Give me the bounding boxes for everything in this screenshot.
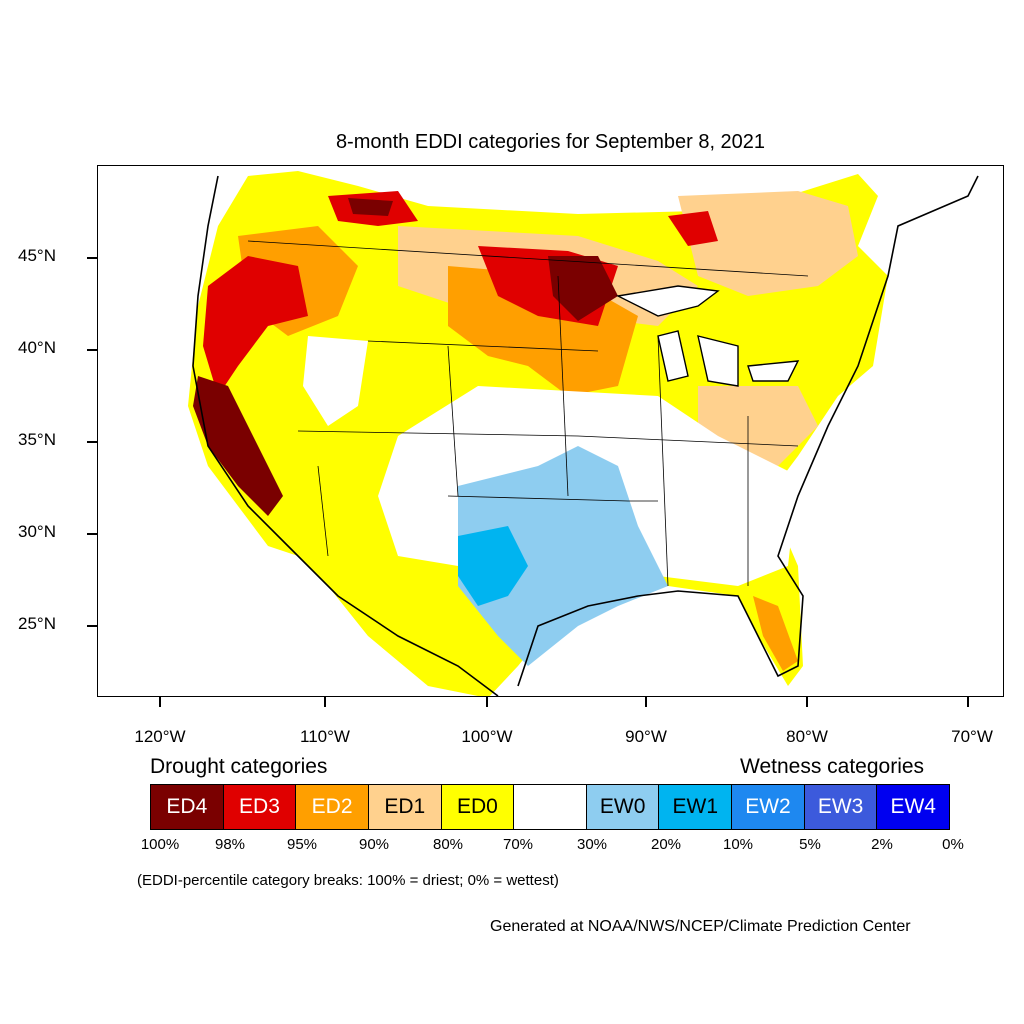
lat-label-30: 30°N	[18, 522, 56, 541]
lon-label-120w: 120°W	[134, 727, 186, 746]
legend-cell-ew4: EW4	[877, 785, 950, 829]
eddi-map	[97, 165, 1004, 697]
lon-label-100w: 100°W	[461, 727, 513, 746]
lat-tick	[87, 625, 97, 627]
lat-label-40: 40°N	[18, 338, 56, 357]
lon-tick	[806, 697, 808, 707]
map-canvas	[188, 171, 979, 696]
lon-label-110w: 110°W	[300, 727, 350, 746]
break-label: 80%	[432, 836, 464, 853]
break-label: 90%	[358, 836, 390, 853]
map-title: 8-month EDDI categories for September 8,…	[335, 131, 766, 153]
break-label: 5%	[799, 836, 821, 853]
lon-label-70w: 70°W	[951, 727, 993, 746]
lat-label-35: 35°N	[18, 430, 56, 449]
great-lakes	[615, 285, 800, 387]
region-ed3-nw	[203, 256, 308, 396]
region-ed3-fl	[753, 596, 798, 671]
region-ed4-mn	[548, 256, 618, 321]
coastline	[192, 175, 979, 696]
region-ed1-east	[678, 191, 858, 296]
lat-tick	[87, 441, 97, 443]
break-label: 95%	[286, 836, 318, 853]
legend-cell-ed3: ED3	[223, 785, 297, 829]
break-label: 10%	[722, 836, 754, 853]
break-label: 98%	[214, 836, 246, 853]
region-ew1	[458, 526, 528, 606]
legend-cell-ed4: ED4	[151, 785, 224, 829]
region-normal-west	[303, 336, 368, 426]
lon-label-90w: 90°W	[625, 727, 667, 746]
lat-tick	[87, 349, 97, 351]
legend-cell-normal	[514, 785, 587, 829]
legend-cell-ed1: ED1	[368, 785, 442, 829]
legend-cell-ew3: EW3	[804, 785, 878, 829]
lon-tick	[486, 697, 488, 707]
region-ed3-ne	[668, 211, 718, 246]
lat-tick	[87, 257, 97, 259]
break-label: 0%	[942, 836, 964, 853]
legend-colorbar: ED4 ED3 ED2 ED1 ED0 EW0 EW1 EW2 EW3 EW4	[150, 784, 950, 830]
legend-cell-ed0: ED0	[441, 785, 515, 829]
lat-label-25: 25°N	[18, 614, 56, 633]
lat-tick	[87, 533, 97, 535]
lon-tick	[645, 697, 647, 707]
legend-cell-ew2: EW2	[732, 785, 805, 829]
state-boundaries	[247, 240, 809, 587]
break-label: 30%	[576, 836, 608, 853]
lon-tick	[967, 697, 969, 707]
break-label: 2%	[871, 836, 893, 853]
break-label: 70%	[502, 836, 534, 853]
lon-tick	[324, 697, 326, 707]
legend-cell-ew1: EW1	[659, 785, 733, 829]
region-ed4-top	[348, 198, 393, 216]
lat-label-45: 45°N	[18, 246, 56, 265]
credit-line: Generated at NOAA/NWS/NCEP/Climate Predi…	[490, 918, 911, 935]
break-label: 100%	[140, 836, 180, 853]
break-label: 20%	[650, 836, 682, 853]
legend-cell-ew0: EW0	[586, 785, 660, 829]
breaks-note: (EDDI-percentile category breaks: 100% =…	[137, 872, 559, 889]
wetness-heading: Wetness categories	[740, 755, 925, 778]
drought-heading: Drought categories	[150, 755, 328, 778]
lon-tick	[159, 697, 161, 707]
lon-label-80w: 80°W	[786, 727, 828, 746]
legend-cell-ed2: ED2	[296, 785, 369, 829]
region-ed4-ca	[193, 376, 283, 516]
